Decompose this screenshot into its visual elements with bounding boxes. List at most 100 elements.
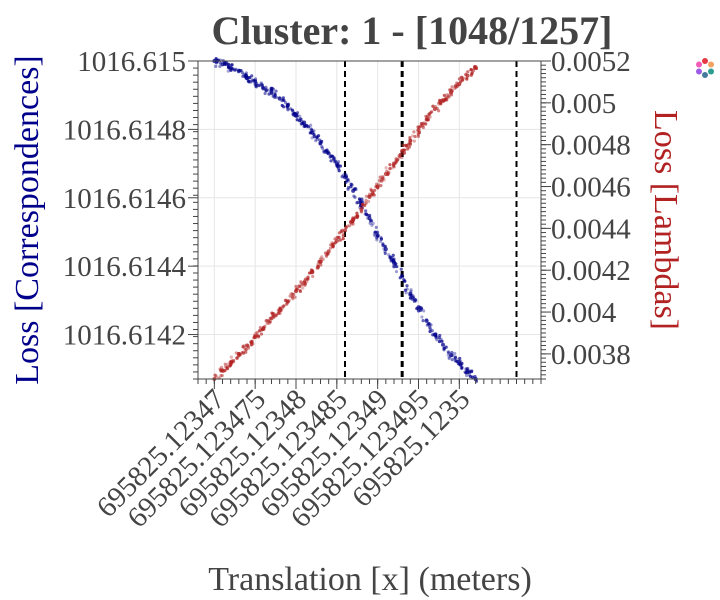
data-point-cloud: [402, 151, 406, 155]
data-point-cloud: [380, 178, 384, 182]
data-point-cloud: [361, 203, 365, 207]
data-point-cloud: [406, 147, 410, 151]
plotly-logo-icon[interactable]: [694, 57, 716, 79]
data-point-cloud: [219, 374, 223, 378]
data-point-cloud: [470, 71, 474, 75]
data-point-cloud: [263, 91, 267, 96]
data-point-cloud: [450, 358, 454, 362]
data-point-cloud: [267, 321, 271, 325]
data-point-cloud: [469, 73, 473, 77]
data-point-cloud: [364, 201, 368, 205]
data-point-cloud: [367, 194, 371, 198]
data-point-cloud: [437, 109, 441, 113]
data-point-cloud: [425, 323, 429, 327]
data-point-cloud: [395, 159, 399, 164]
data-point-cloud: [267, 92, 271, 96]
data-point-cloud: [318, 259, 322, 263]
data-point-cloud: [378, 175, 382, 179]
data-point-cloud: [246, 346, 251, 350]
data-point-cloud: [261, 85, 265, 90]
data-point: [424, 318, 429, 323]
data-point-cloud: [285, 104, 290, 108]
data-point-cloud: [389, 256, 393, 260]
data-point-cloud: [437, 101, 441, 105]
data-point: [343, 228, 348, 233]
data-point-cloud: [353, 187, 358, 191]
data-point-cloud: [272, 315, 276, 319]
data-point-cloud: [443, 97, 447, 101]
data-point-cloud: [418, 305, 422, 309]
data-point-cloud: [241, 74, 245, 78]
data-point-cloud: [223, 368, 227, 373]
data-point-cloud: [328, 246, 333, 250]
data-point-cloud: [291, 112, 295, 116]
data-point-cloud: [428, 325, 432, 329]
data-point-cloud: [394, 264, 398, 269]
data-point-cloud: [413, 134, 417, 139]
data-point-cloud: [405, 284, 409, 288]
y-right-tick-label: 0.0052: [551, 46, 631, 78]
data-point-cloud: [246, 345, 250, 349]
data-point-cloud: [326, 150, 330, 154]
data-point-cloud: [454, 85, 458, 89]
data-point-cloud: [298, 284, 302, 289]
data-point-cloud: [357, 197, 362, 201]
data-point-cloud: [341, 237, 345, 241]
data-point: [334, 238, 339, 243]
data-point-cloud: [257, 84, 261, 88]
data-point-cloud: [242, 351, 246, 356]
data-point-cloud: [264, 319, 268, 323]
data-point-cloud: [281, 98, 285, 102]
data-point-cloud: [427, 116, 431, 120]
data-point-cloud: [460, 366, 464, 370]
data-point-cloud: [328, 155, 332, 159]
data-point-cloud: [293, 295, 297, 299]
data-point-cloud: [258, 325, 262, 330]
data-point-cloud: [276, 308, 280, 313]
data-point-cloud: [394, 161, 398, 165]
data-point-cloud: [403, 279, 407, 283]
data-point-cloud: [352, 194, 356, 198]
data-point-cloud: [459, 80, 463, 84]
data-point-cloud: [428, 115, 432, 119]
data-point-cloud: [388, 163, 392, 167]
data-point-cloud: [299, 117, 303, 121]
data-point-cloud: [422, 309, 426, 313]
data-point-cloud: [337, 235, 341, 239]
data-point-cloud: [307, 125, 311, 129]
data-point-cloud: [404, 291, 408, 295]
data-point-cloud: [340, 175, 344, 179]
data-point-cloud: [253, 77, 258, 81]
y-axis-right-title: Loss [Lambdas]: [647, 110, 684, 330]
data-point-cloud: [371, 221, 375, 225]
data-point-cloud: [374, 225, 378, 229]
data-point-cloud: [303, 282, 308, 286]
data-point-cloud: [213, 373, 217, 377]
data-point-cloud: [371, 190, 375, 194]
data-point-cloud: [254, 85, 259, 89]
data-point-cloud: [379, 236, 383, 240]
data-point-cloud: [423, 122, 427, 126]
data-point-cloud: [428, 326, 432, 330]
data-point-cloud: [408, 139, 412, 143]
data-point-cloud: [398, 152, 402, 157]
data-point-cloud: [438, 98, 442, 102]
data-point-cloud: [291, 292, 296, 297]
y-right-tick-label: 0.004: [551, 297, 617, 329]
data-point-cloud: [364, 194, 369, 198]
data-point-cloud: [375, 230, 380, 234]
data-point-cloud: [412, 139, 416, 143]
data-point-cloud: [278, 309, 282, 313]
data-point-cloud: [223, 362, 227, 366]
data-point-cloud: [379, 237, 384, 241]
data-point-cloud: [404, 144, 409, 148]
data-point-cloud: [237, 353, 242, 358]
data-point-cloud: [399, 273, 404, 277]
data-point-cloud: [403, 288, 408, 292]
data-point: [293, 289, 298, 294]
data-point-cloud: [453, 86, 457, 91]
data-point-cloud: [384, 166, 388, 170]
data-point: [408, 138, 413, 143]
y-right-tick-label: 0.005: [551, 88, 616, 120]
